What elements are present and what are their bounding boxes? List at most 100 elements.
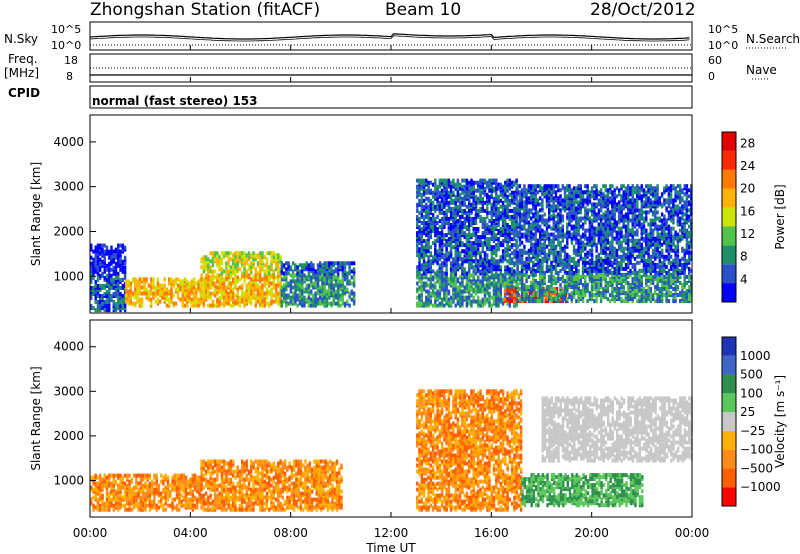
power-cell <box>418 271 421 276</box>
power-cell <box>486 265 489 270</box>
power-cell <box>597 289 601 294</box>
power-cell <box>250 265 253 270</box>
power-cell <box>96 300 100 304</box>
power-cell <box>434 204 437 209</box>
power-cell <box>121 259 124 264</box>
power-cell <box>501 188 505 193</box>
power-cell <box>207 263 210 268</box>
power-cell <box>204 257 208 262</box>
power-cell <box>114 302 118 307</box>
power-cell <box>438 291 442 296</box>
power-cell <box>572 206 576 211</box>
power-cell <box>499 227 502 231</box>
power-cell <box>550 198 553 203</box>
power-cell <box>620 194 623 199</box>
power-cell <box>227 251 230 256</box>
power-cell <box>177 283 180 288</box>
power-cell <box>552 287 555 291</box>
power-cell <box>490 202 493 207</box>
power-cell <box>536 299 540 304</box>
power-cell <box>330 301 333 306</box>
power-cell <box>472 231 475 236</box>
power-cell <box>352 261 356 266</box>
power-cell <box>590 224 594 229</box>
power-cell <box>492 206 496 211</box>
power-cell <box>595 299 598 304</box>
power-cell <box>518 218 522 223</box>
power-cell <box>463 249 466 254</box>
power-cell <box>599 299 603 304</box>
power-cell <box>554 198 558 203</box>
power-cell <box>452 283 455 288</box>
power-cell <box>352 295 356 300</box>
power-cell <box>121 265 124 270</box>
power-cell <box>518 198 522 203</box>
power-cell <box>530 299 533 304</box>
power-cell <box>261 259 264 264</box>
power-cell <box>486 241 489 246</box>
power-cell <box>418 216 421 221</box>
power-cell <box>472 259 475 264</box>
power-cell <box>434 192 437 197</box>
power-cell <box>516 272 519 277</box>
power-cell <box>472 251 475 256</box>
power-cell <box>483 287 487 292</box>
power-cell <box>508 253 511 258</box>
power-cell <box>518 202 522 207</box>
power-cell <box>588 198 592 203</box>
power-cell <box>618 244 621 249</box>
power-cell <box>216 297 219 302</box>
power-cell <box>613 208 616 213</box>
power-cell <box>440 287 444 292</box>
power-cell <box>559 208 562 213</box>
power-cell <box>443 283 446 288</box>
power-cell <box>265 301 269 306</box>
power-cell <box>611 198 614 203</box>
power-cell <box>534 192 537 197</box>
power-cell <box>566 224 569 229</box>
power-cell <box>156 277 160 282</box>
power-cell <box>447 200 451 205</box>
power-cell <box>211 263 215 268</box>
power-cell <box>170 277 173 282</box>
power-cell <box>479 243 482 248</box>
power-cell <box>548 190 551 195</box>
power-cell <box>516 230 519 235</box>
power-cell <box>429 229 432 233</box>
power-cell <box>536 281 540 285</box>
power-cell <box>539 268 542 273</box>
power-cell <box>461 231 464 236</box>
power-cell <box>454 259 457 264</box>
power-cell <box>272 251 275 256</box>
power-cell <box>117 275 120 280</box>
power-cell <box>481 184 484 189</box>
power-cell <box>508 245 511 250</box>
power-cell <box>220 295 224 300</box>
power-cell <box>613 250 616 255</box>
power-cell <box>449 188 453 193</box>
power-cell <box>463 219 466 223</box>
power-cell <box>296 287 299 292</box>
power-cell <box>599 202 603 207</box>
power-cell <box>520 204 524 209</box>
power-cell <box>443 271 446 276</box>
power-cell <box>416 301 419 306</box>
power-cell <box>192 285 196 290</box>
power-cell <box>236 269 239 274</box>
power-cell <box>200 295 203 300</box>
power-cell <box>520 264 524 269</box>
nave-label: Nave <box>746 63 777 77</box>
power-cell <box>422 214 426 219</box>
power-cell <box>477 188 480 193</box>
power-cell <box>481 297 484 302</box>
power-cell <box>579 224 582 229</box>
power-cell <box>554 214 558 219</box>
power-cell <box>92 257 95 262</box>
power-cell <box>282 275 286 280</box>
power-cell <box>434 291 437 296</box>
power-cell <box>105 290 109 294</box>
power-cell <box>572 289 576 294</box>
power-cell <box>325 295 329 300</box>
power-cell <box>552 220 555 225</box>
power-cell <box>279 291 282 296</box>
